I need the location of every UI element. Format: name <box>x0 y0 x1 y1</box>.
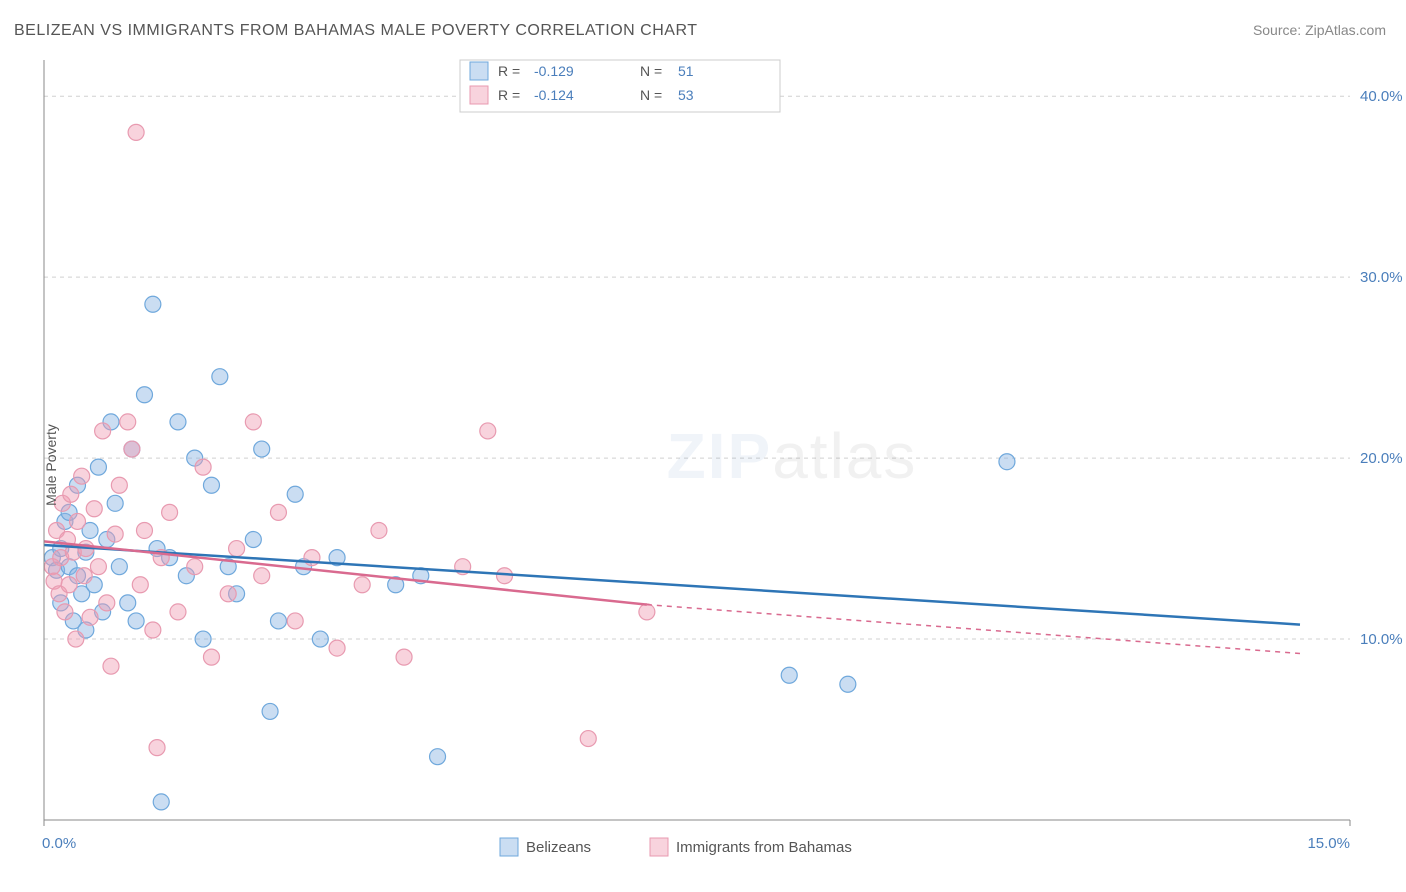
legend-r-label: R = <box>498 87 520 103</box>
y-axis-label: Male Poverty <box>43 424 59 506</box>
data-point <box>124 441 140 457</box>
data-point <box>68 631 84 647</box>
data-point <box>63 486 79 502</box>
data-point <box>99 595 115 611</box>
data-point <box>107 495 123 511</box>
y-tick-label: 10.0% <box>1360 631 1403 648</box>
data-point <box>145 622 161 638</box>
legend-swatch <box>470 86 488 104</box>
legend-r-value: -0.124 <box>534 87 574 103</box>
data-point <box>76 568 92 584</box>
data-point <box>580 731 596 747</box>
source-attribution: Source: ZipAtlas.com <box>1253 22 1386 38</box>
trend-line-extrapolated <box>647 605 1300 654</box>
data-point <box>329 640 345 656</box>
data-point <box>287 486 303 502</box>
legend-r-value: -0.129 <box>534 63 574 79</box>
data-point <box>86 501 102 517</box>
data-point <box>90 559 106 575</box>
data-point <box>149 740 165 756</box>
legend-n-value: 53 <box>678 87 694 103</box>
data-point <box>195 459 211 475</box>
legend-series-label: Immigrants from Bahamas <box>676 839 852 856</box>
data-point <box>128 613 144 629</box>
data-point <box>245 414 261 430</box>
legend-r-label: R = <box>498 63 520 79</box>
data-point <box>229 541 245 557</box>
y-tick-label: 20.0% <box>1360 450 1403 467</box>
legend-n-label: N = <box>640 87 662 103</box>
x-tick-label: 15.0% <box>1307 835 1350 852</box>
trend-line <box>44 545 1300 625</box>
data-point <box>430 749 446 765</box>
data-point <box>103 658 119 674</box>
data-point <box>90 459 106 475</box>
legend-swatch <box>470 62 488 80</box>
data-point <box>999 454 1015 470</box>
data-point <box>840 676 856 692</box>
data-point <box>203 649 219 665</box>
y-tick-label: 30.0% <box>1360 269 1403 286</box>
watermark: ZIPatlas <box>667 420 918 492</box>
legend-series-label: Belizeans <box>526 839 591 856</box>
data-point <box>354 577 370 593</box>
data-point <box>128 124 144 140</box>
data-point <box>254 568 270 584</box>
data-point <box>371 522 387 538</box>
data-point <box>245 532 261 548</box>
data-point <box>132 577 148 593</box>
data-point <box>111 477 127 493</box>
data-point <box>82 609 98 625</box>
data-point <box>480 423 496 439</box>
data-point <box>69 513 85 529</box>
data-point <box>187 559 203 575</box>
data-point <box>396 649 412 665</box>
data-point <box>287 613 303 629</box>
data-point <box>312 631 328 647</box>
data-point <box>74 468 90 484</box>
data-point <box>57 604 73 620</box>
data-point <box>639 604 655 620</box>
legend-swatch <box>650 838 668 856</box>
data-point <box>254 441 270 457</box>
data-point <box>95 423 111 439</box>
data-point <box>220 586 236 602</box>
data-point <box>170 604 186 620</box>
data-point <box>136 522 152 538</box>
chart-title: BELIZEAN VS IMMIGRANTS FROM BAHAMAS MALE… <box>14 22 697 40</box>
data-point <box>203 477 219 493</box>
x-tick-label: 0.0% <box>42 835 76 852</box>
data-point <box>162 504 178 520</box>
data-point <box>120 595 136 611</box>
data-point <box>145 296 161 312</box>
legend-n-label: N = <box>640 63 662 79</box>
legend-swatch <box>500 838 518 856</box>
data-point <box>212 369 228 385</box>
legend-n-value: 51 <box>678 63 694 79</box>
data-point <box>781 667 797 683</box>
data-point <box>111 559 127 575</box>
data-point <box>262 703 278 719</box>
data-point <box>270 504 286 520</box>
chart-container: Male Poverty 10.0% 20.0% 30.0% 40.0% ZIPatla… <box>0 50 1406 880</box>
data-point <box>270 613 286 629</box>
data-point <box>153 794 169 810</box>
data-point <box>120 414 136 430</box>
y-tick-label: 40.0% <box>1360 88 1403 105</box>
data-point <box>107 526 123 542</box>
scatter-chart: 10.0% 20.0% 30.0% 40.0% ZIPatlas 0.0% 15.0% R =… <box>0 50 1406 880</box>
source-link[interactable]: ZipAtlas.com <box>1305 22 1386 38</box>
data-point <box>61 577 77 593</box>
trend-line <box>44 541 647 604</box>
data-point <box>170 414 186 430</box>
data-point <box>195 631 211 647</box>
source-prefix: Source: <box>1253 22 1305 38</box>
data-point <box>136 387 152 403</box>
